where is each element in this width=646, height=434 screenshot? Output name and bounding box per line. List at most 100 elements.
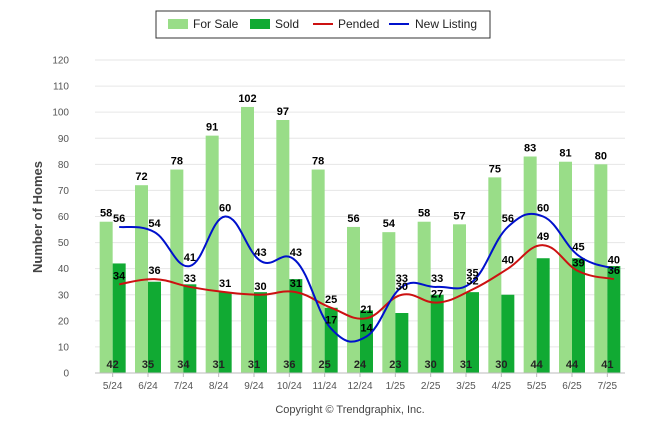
- data-label-pended: 31: [290, 278, 302, 290]
- line-new-listing: [119, 212, 615, 343]
- bar-for-sale: [99, 221, 113, 373]
- legend-label-new-listing: New Listing: [415, 17, 477, 31]
- bars: [99, 106, 621, 373]
- bar-sold: [430, 294, 444, 373]
- bar-sold: [466, 292, 479, 373]
- x-tick-label: 11/24: [313, 381, 338, 392]
- data-label-for-sale: 75: [489, 163, 501, 175]
- data-label-new-listing: 41: [184, 252, 196, 264]
- data-label-for-sale: 83: [524, 143, 536, 155]
- y-tick-label: 100: [52, 108, 69, 119]
- data-label-sold: 30: [425, 359, 437, 371]
- bar-for-sale: [170, 169, 184, 373]
- data-label-for-sale: 54: [383, 218, 396, 230]
- data-label-pended: 30: [254, 281, 266, 293]
- data-label-for-sale: 78: [312, 156, 324, 168]
- data-label-new-listing: 35: [466, 268, 478, 280]
- data-label-pended: 33: [184, 273, 196, 285]
- x-tick-label: 5/24: [103, 381, 123, 392]
- bar-sold: [607, 266, 621, 373]
- y-tick-label: 70: [58, 186, 70, 197]
- data-label-new-listing: 54: [148, 218, 161, 230]
- y-tick-label: 0: [63, 369, 69, 380]
- bar-for-sale: [276, 119, 290, 373]
- data-label-for-sale: 91: [206, 122, 218, 134]
- data-label-for-sale: 57: [453, 210, 465, 222]
- bar-sold: [395, 313, 409, 373]
- data-label-new-listing: 40: [608, 255, 620, 267]
- x-tick-label: 1/25: [386, 381, 406, 392]
- y-tick-label: 20: [58, 316, 70, 327]
- data-label-pended: 30: [396, 281, 408, 293]
- y-tick-label: 80: [58, 160, 70, 171]
- data-label-pended: 40: [502, 255, 514, 267]
- data-label-for-sale: 102: [238, 93, 256, 105]
- bar-sold: [112, 263, 126, 373]
- data-label-for-sale: 81: [559, 148, 571, 160]
- data-label-new-listing: 45: [572, 242, 584, 254]
- y-tick-label: 30: [58, 290, 70, 301]
- bar-sold: [254, 292, 267, 373]
- bar-sold: [360, 310, 373, 373]
- x-tick-label: 8/24: [209, 381, 229, 392]
- data-label-pended: 39: [572, 257, 584, 269]
- bar-for-sale: [205, 135, 219, 373]
- x-tick-label: 2/25: [421, 381, 441, 392]
- y-tick-label: 60: [58, 212, 70, 223]
- data-label-sold: 30: [495, 359, 507, 371]
- data-label-pended: 36: [148, 265, 160, 277]
- y-tick-label: 110: [53, 82, 69, 93]
- y-tick-label: 40: [58, 264, 70, 275]
- data-label-sold: 35: [142, 359, 154, 371]
- data-label-sold: 24: [354, 359, 367, 371]
- x-tick-label: 3/25: [456, 381, 476, 392]
- data-label-pended: 31: [219, 278, 231, 290]
- bar-for-sale: [453, 224, 466, 373]
- bar-for-sale: [523, 156, 537, 373]
- bar-sold: [148, 281, 161, 373]
- copyright-text: Copyright © Trendgraphix, Inc.: [275, 404, 424, 416]
- data-label-new-listing: 56: [502, 213, 514, 225]
- data-label-for-sale: 58: [418, 208, 430, 220]
- data-labels: 58 72 78 91 102 97 78 56 54 58 57 75 83 81 80 42 35 34 31 3…: [100, 93, 620, 371]
- legend-label-pended: Pended: [338, 17, 379, 31]
- x-tick-label: 6/25: [562, 381, 582, 392]
- bar-sold: [572, 258, 585, 373]
- bar-sold: [501, 294, 515, 373]
- x-tick-label: 12/24: [347, 381, 372, 392]
- x-tick-label: 4/25: [492, 381, 512, 392]
- x-axis-ticks: 5/24 6/24 7/24 8/24 9/24 10/24 11/24 12/24 1/25 2…: [103, 373, 618, 392]
- x-tick-label: 10/24: [277, 381, 302, 392]
- legend: For Sale Sold Pended New Listing: [155, 10, 491, 39]
- data-label-sold: 44: [531, 359, 544, 371]
- legend-swatch-for-sale: [168, 19, 188, 29]
- x-tick-label: 7/25: [598, 381, 618, 392]
- data-label-sold: 34: [177, 359, 190, 371]
- data-label-for-sale: 56: [347, 213, 359, 225]
- x-tick-label: 5/25: [527, 381, 547, 392]
- y-tick-label: 10: [58, 342, 70, 353]
- y-tick-label: 90: [58, 134, 70, 145]
- bar-for-sale: [241, 106, 254, 373]
- data-label-pended: 36: [608, 265, 620, 277]
- bar-sold: [289, 279, 303, 373]
- y-axis-ticks: 0 10 20 30 40 50 60 70 80 90 100 110 120: [52, 56, 69, 380]
- data-label-for-sale: 78: [171, 156, 183, 168]
- data-label-sold: 31: [213, 359, 225, 371]
- data-label-sold: 31: [460, 359, 472, 371]
- bar-sold: [536, 258, 550, 373]
- data-label-new-listing: 17: [325, 315, 337, 327]
- data-label-new-listing: 56: [113, 213, 125, 225]
- bar-for-sale: [417, 221, 431, 373]
- data-label-for-sale: 80: [595, 150, 607, 162]
- bar-for-sale: [559, 161, 572, 373]
- data-label-sold: 42: [107, 359, 119, 371]
- y-axis-label: Number of Homes: [30, 161, 45, 273]
- bar-for-sale: [347, 226, 360, 373]
- legend-label-sold: Sold: [275, 17, 299, 31]
- x-tick-label: 7/24: [174, 381, 194, 392]
- legend-swatch-sold: [250, 19, 270, 29]
- data-label-pended: 27: [431, 289, 443, 301]
- bar-for-sale: [488, 177, 502, 373]
